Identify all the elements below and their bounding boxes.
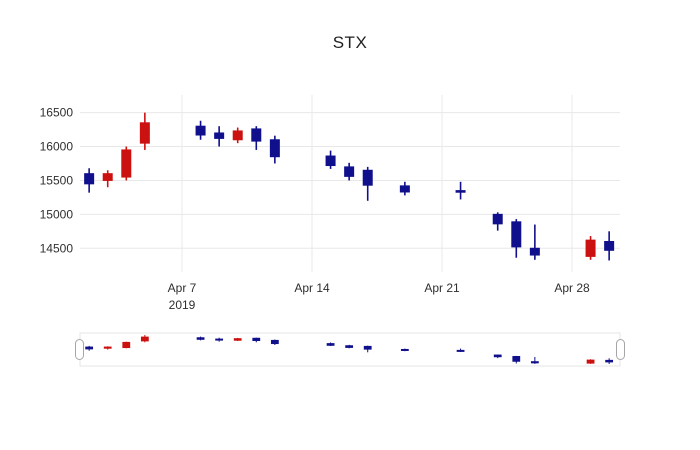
candlestick: [455, 190, 466, 193]
mini-candlestick: [140, 336, 149, 342]
rangeslider-right-handle[interactable]: [616, 339, 625, 360]
mini-candlestick: [512, 356, 521, 362]
y-tick-label: 16500: [40, 106, 74, 120]
candlestick: [214, 132, 225, 139]
plot-drag-area[interactable]: [80, 95, 620, 272]
candlestick: [529, 247, 540, 256]
mini-candlestick: [270, 339, 279, 345]
candlestick: [399, 185, 410, 193]
mini-candlestick: [122, 341, 131, 349]
mini-candlestick: [233, 338, 242, 341]
mini-candlestick: [252, 337, 261, 341]
x-tick-label: Apr 21: [424, 281, 460, 295]
chart-title: STX: [332, 33, 368, 52]
candlestick: [84, 173, 95, 185]
candlestick: [121, 149, 132, 178]
candlestick: [492, 213, 503, 225]
candlestick: [585, 239, 596, 257]
candlestick: [269, 139, 280, 158]
x-tick-label: Apr 7: [168, 281, 197, 295]
mini-candlestick: [586, 359, 595, 364]
mini-candlestick: [103, 346, 112, 349]
candlestick: [325, 155, 336, 167]
candlestick: [195, 125, 206, 136]
x-tick-label: Apr 14: [294, 281, 330, 295]
candlestick: [232, 130, 243, 141]
mini-candlestick: [493, 354, 502, 358]
y-tick-label: 15500: [40, 173, 74, 187]
candlestick: [511, 221, 522, 248]
y-tick-label: 14500: [40, 241, 74, 255]
candlestick: [251, 128, 262, 142]
mini-candlestick: [196, 337, 205, 340]
mini-candlestick: [530, 361, 539, 364]
rangeslider-track[interactable]: [79, 332, 621, 367]
x-tick-label: Apr 28: [554, 281, 590, 295]
y-tick-label: 15000: [40, 207, 74, 221]
y-tick-label: 16000: [40, 140, 74, 154]
candlestick: [604, 240, 615, 251]
mini-candlestick: [215, 338, 224, 341]
mini-candlestick: [605, 359, 614, 363]
candlestick: [139, 122, 150, 144]
candlestick: [344, 166, 355, 177]
x-tick-sublabel: 2019: [169, 298, 196, 312]
mini-candlestick: [85, 346, 94, 350]
mini-candlestick: [363, 345, 372, 350]
mini-candlestick: [345, 345, 354, 348]
mini-candlestick: [400, 348, 409, 351]
mini-candlestick: [326, 343, 335, 346]
candlestick: [102, 173, 113, 181]
candlestick: [362, 169, 373, 186]
rangeslider-left-handle[interactable]: [75, 339, 84, 360]
mini-candlestick: [456, 349, 465, 352]
